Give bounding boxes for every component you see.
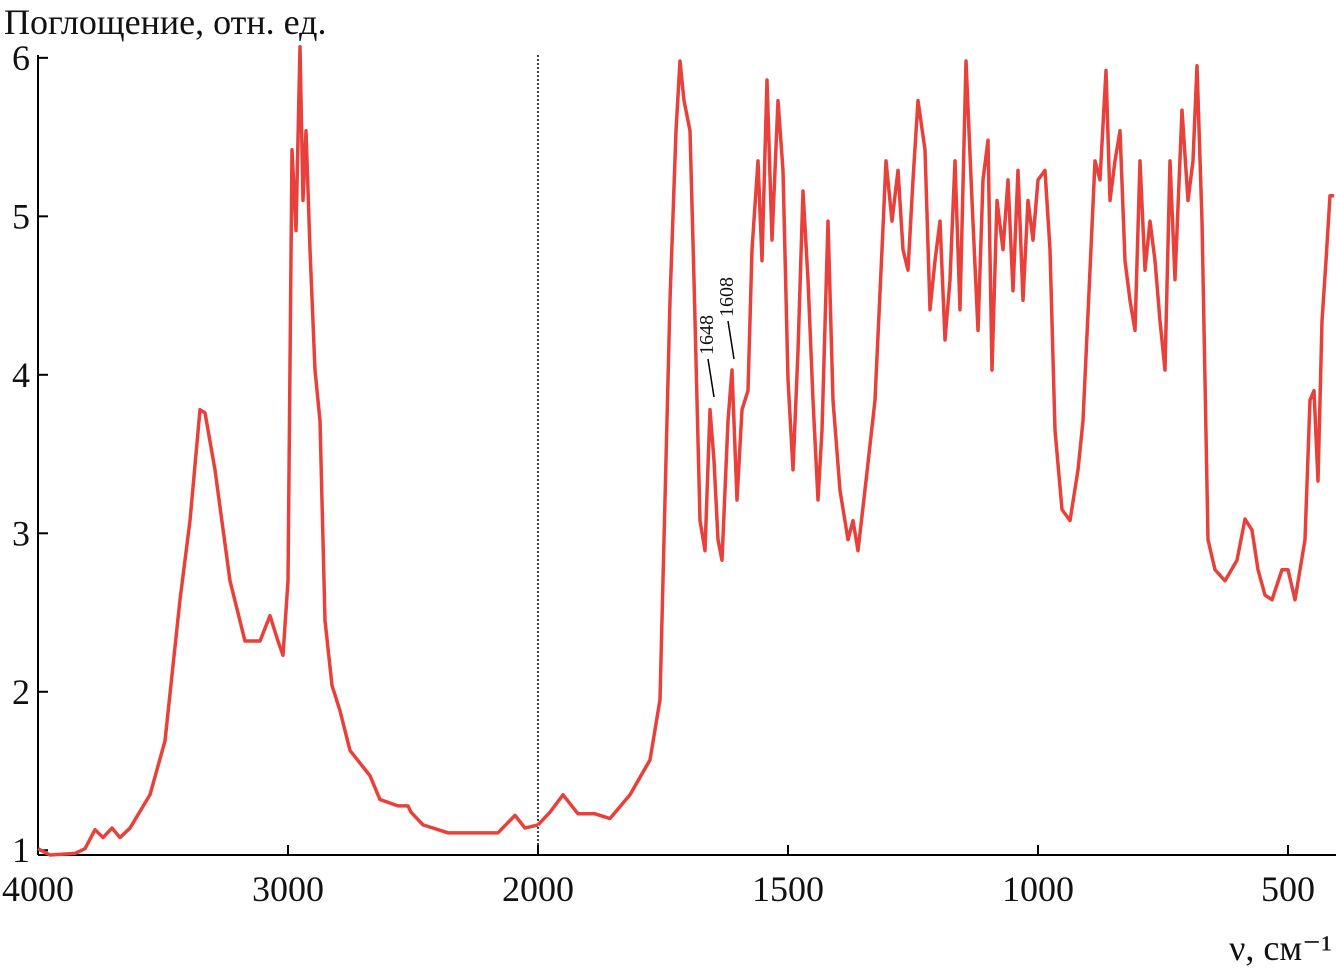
x-tick-label: 2000 xyxy=(502,869,574,909)
x-tick-label: 4000 xyxy=(2,869,74,909)
y-tick-label: 4 xyxy=(12,355,30,395)
y-tick-label: 3 xyxy=(12,513,30,553)
spectrum-line xyxy=(536,59,1334,827)
x-axis-label: ν, см⁻¹ xyxy=(1229,928,1332,968)
annotation-leader xyxy=(727,320,735,360)
x-tick-label: 500 xyxy=(1261,869,1315,909)
y-tick-label: 1 xyxy=(12,830,30,870)
annotation: 1608 xyxy=(716,277,738,317)
x-tick-label: 1500 xyxy=(752,869,824,909)
y-tick-label: 2 xyxy=(12,672,30,712)
spectrum-line xyxy=(37,45,539,857)
x-tick-label: 3000 xyxy=(252,869,324,909)
x-tick-label: 1000 xyxy=(1002,869,1074,909)
y-tick-label: 5 xyxy=(12,196,30,236)
annotation-leader xyxy=(707,358,715,398)
y-tick-label: 6 xyxy=(12,38,30,78)
annotation: 1648 xyxy=(696,315,718,355)
y-axis-label: Поглощение, отн. ед. xyxy=(4,2,326,42)
